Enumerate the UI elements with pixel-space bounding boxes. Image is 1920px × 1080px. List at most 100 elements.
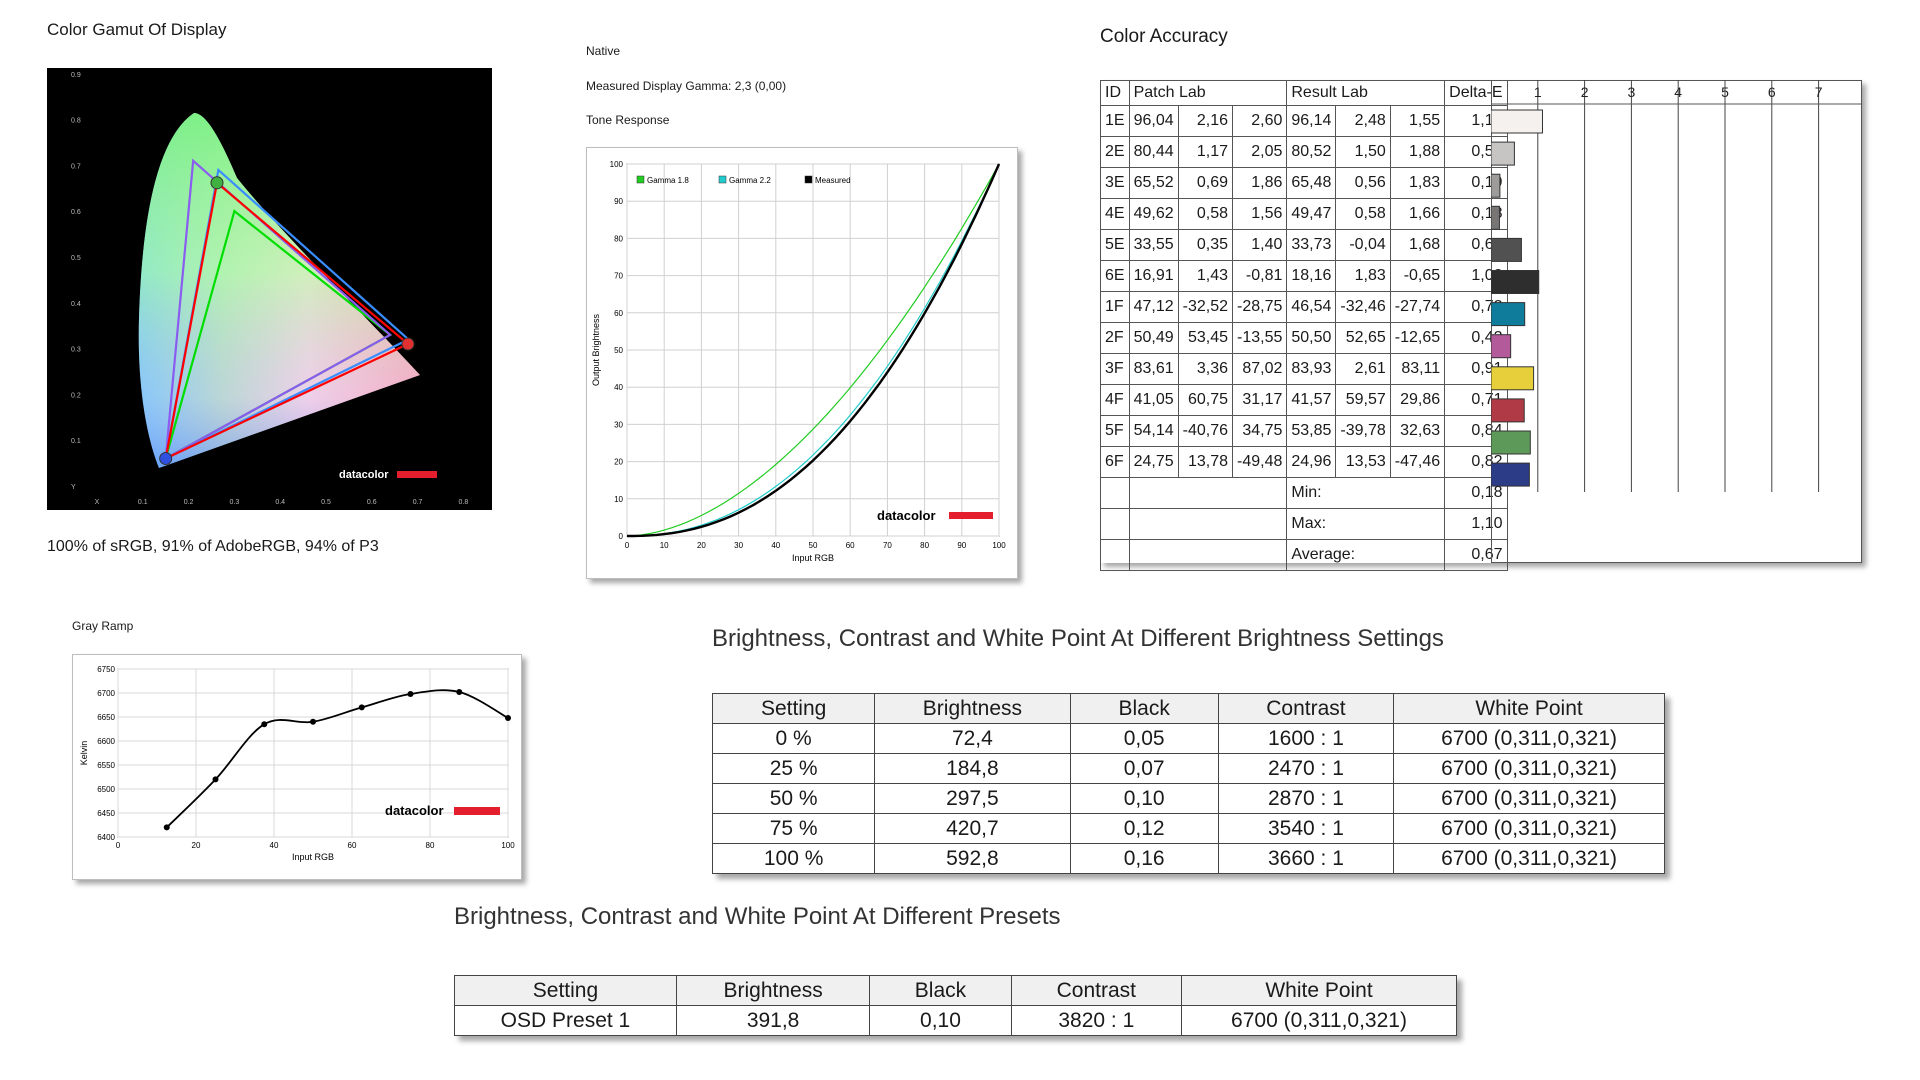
gamut-y-tick: 0.3 [71,347,81,354]
acc-result-b: -27,74 [1389,291,1446,323]
acc-result-l: 65,48 [1286,167,1337,199]
acc-patch-b: -28,75 [1231,291,1288,323]
tone-x-tick: 50 [809,541,818,550]
gamut-primary-point [159,452,173,466]
tone-x-tick: 100 [992,541,1006,550]
tone-y-tick: 80 [614,234,623,243]
brightness_settings-cell: 184,8 [874,753,1071,784]
brightness_settings-cell: 6700 (0,311,0,321) [1393,813,1665,844]
gamut-x-tick: 0.5 [321,499,331,506]
accuracy-bar-2E [1491,141,1515,166]
acc-header-patch: Patch Lab [1128,80,1288,106]
brightness_settings-cell: 592,8 [874,843,1071,874]
tone-x-label: Input RGB [792,553,834,563]
accuracy-bar-chart: 1 2 3 4 5 6 7 [1491,80,1862,492]
acc-result-a: 2,61 [1335,353,1391,385]
acc-patch-l: 65,52 [1128,167,1179,199]
acc-result-a: 2,48 [1335,105,1391,137]
gamut-triangle-adobergb [164,158,393,461]
acc-header-delta: Delta-E [1444,80,1508,106]
presets-header: Brightness [675,975,871,1006]
acc-patch-a: 0,58 [1177,198,1234,230]
gamut-logo-bar [397,471,437,478]
tone-series-gamma-1-8 [626,163,1000,537]
gamut-y-tick: 0.9 [71,72,81,79]
brightness_settings-cell: 6700 (0,311,0,321) [1393,783,1665,814]
acc-result-l: 24,96 [1286,446,1337,478]
acc-patch-a: 3,36 [1177,353,1234,385]
tone-x-tick: 40 [771,541,780,550]
gamut-x-tick: 0.8 [459,499,469,506]
brightness_settings-cell: 100 % [711,843,876,874]
gray-y-label: Kelvin [79,741,89,766]
gray-logo-bar [454,807,500,815]
tone-response-chart: 0 10 20 30 40 50 60 70 80 90 100 0 10 20 30 40 50 60 70 80 9… [591,160,1006,563]
acc-patch-l: 54,14 [1128,415,1179,447]
accuracy-row: 6E 16,91 1,43 -0,81 18,16 1,83 -0,65 1,02 [1100,260,1508,292]
gray-plot-area [117,668,509,838]
tone-y-tick: 70 [614,272,623,281]
accuracy-row: 6F 24,75 13,78 -49,48 24,96 13,53 -47,46 0,82 [1100,446,1508,478]
brightness_settings-cell: 0,07 [1069,753,1219,784]
accuracy-bar-1E [1491,109,1543,134]
acc-patch-l: 41,05 [1128,384,1179,416]
accuracy-bar-3E [1491,173,1501,198]
brightness_settings-header: Brightness [874,693,1071,724]
acc-result-a: -32,46 [1335,291,1391,323]
brightness_settings-cell: 0,10 [1069,783,1219,814]
tone-y-tick: 40 [614,383,623,392]
gamut-datacolor-logo: datacolor [339,469,389,481]
tone-logo-bar [949,512,993,519]
tone-y-tick: 20 [614,458,623,467]
accuracy-bar-5E [1491,237,1522,262]
acc-patch-b: -0,81 [1231,260,1288,292]
brightness_settings-cell: 297,5 [874,783,1071,814]
acc-patch-a: 1,17 [1177,136,1234,168]
acc-patch-a: 2,16 [1177,105,1234,137]
tone-x-tick: 70 [883,541,892,550]
brightness_settings-cell: 72,4 [874,723,1071,754]
presets-cell: OSD Preset 1 [454,1005,677,1036]
gray-x-tick: 20 [192,841,201,850]
tone-mode: Native [586,44,621,58]
acc-patch-a: 0,35 [1177,229,1234,261]
gamut-x-tick: 0.6 [367,499,377,506]
acc-result-l: 80,52 [1286,136,1337,168]
brightness_settings-cell: 25 % [711,753,876,784]
brightness_settings-row: 50 % 297,5 0,10 2870 : 1 6700 (0,311,0,321) [711,783,1665,814]
tone-y-tick: 0 [619,532,624,541]
tone-y-tick: 50 [614,346,623,355]
brightness_settings-cell: 2470 : 1 [1217,753,1395,784]
brightness_settings-cell: 2870 : 1 [1217,783,1395,814]
acc-result-b: 1,83 [1389,167,1446,199]
accuracy-tick-label: 2 [1581,84,1589,100]
brightness_settings-cell: 1600 : 1 [1217,723,1395,754]
presets-cell: 6700 (0,311,0,321) [1181,1005,1457,1036]
tone-legend-swatch [636,175,645,184]
gamut-triangle-display [164,180,410,461]
accuracy-row: 4E 49,62 0,58 1,56 49,47 0,58 1,66 0,18 [1100,198,1508,230]
accuracy-bar-1F [1491,302,1526,327]
tone-legend-label: Measured [815,176,851,185]
acc-id: 3F [1100,353,1130,385]
gray-ramp-point [212,776,219,783]
acc-patch-l: 47,12 [1128,291,1179,323]
gray-y-tick: 6400 [97,833,115,842]
acc-patch-b: 2,60 [1231,105,1288,137]
gamut-y-tick: Y [71,484,76,491]
brightness-settings-table: Setting Brightness Black Contrast White Poin… [711,693,1665,874]
accuracy-bar-4F [1491,398,1525,423]
acc-summary-value: 0,67 [1444,539,1508,571]
accuracy-tick-label: 7 [1815,84,1823,100]
acc-id: 4F [1100,384,1130,416]
acc-result-a: 59,57 [1335,384,1391,416]
tone-legend-label: Gamma 1.8 [647,176,689,185]
accuracy-row: 1F 47,12 -32,52 -28,75 46,54 -32,46 -27,74 0,72 [1100,291,1508,323]
brightness-settings-title: Brightness, Contrast and White Point At … [712,625,1444,652]
accuracy-tick-label: 3 [1628,84,1636,100]
acc-result-b: 1,68 [1389,229,1446,261]
accuracy-tick-label: 1 [1534,84,1542,100]
acc-patch-a: 13,78 [1177,446,1234,478]
gray-y-tick: 6600 [97,737,115,746]
gamut-y-tick: 0.1 [71,438,81,445]
